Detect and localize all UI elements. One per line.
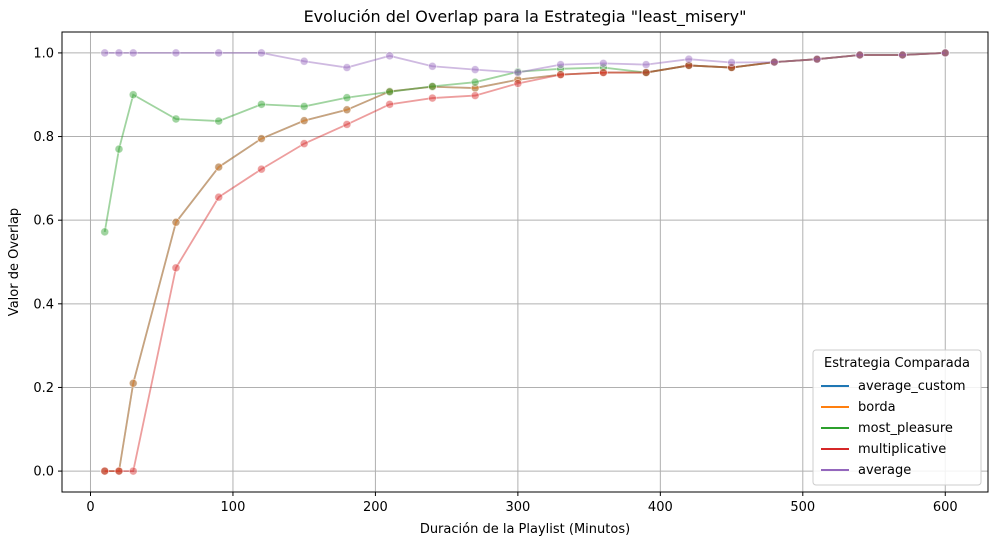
data-point-multiplicative bbox=[214, 192, 224, 202]
series-most_pleasure bbox=[100, 48, 950, 237]
data-point-multiplicative bbox=[470, 91, 480, 100]
data-point-average bbox=[641, 60, 651, 70]
x-tick-label: 300 bbox=[505, 500, 530, 515]
data-point-borda bbox=[257, 134, 266, 144]
data-point-average bbox=[556, 60, 566, 70]
data-point-multiplicative bbox=[556, 70, 566, 80]
data-point-most_pleasure bbox=[470, 77, 480, 87]
data-point-multiplicative bbox=[641, 68, 651, 77]
x-tick-label: 100 bbox=[221, 500, 246, 515]
data-point-multiplicative bbox=[727, 63, 736, 72]
data-point-borda bbox=[299, 116, 309, 126]
data-point-most_pleasure bbox=[257, 99, 266, 109]
legend-label-borda: borda bbox=[858, 400, 896, 415]
data-point-multiplicative bbox=[257, 164, 266, 174]
legend-box bbox=[812, 349, 982, 486]
x-tick-label: 200 bbox=[363, 500, 388, 515]
data-point-average bbox=[342, 63, 352, 72]
data-point-average bbox=[727, 58, 736, 67]
y-tick-label: 0.8 bbox=[33, 130, 54, 145]
data-point-average bbox=[128, 48, 138, 58]
data-point-multiplicative bbox=[684, 61, 694, 70]
data-point-multiplicative bbox=[299, 139, 309, 149]
legend-label-average_custom: average_custom bbox=[858, 379, 966, 394]
data-point-most_pleasure bbox=[114, 144, 124, 154]
y-tick-label: 0.0 bbox=[33, 465, 54, 480]
x-tick-label: 0 bbox=[86, 500, 94, 515]
chart-title: Evolución del Overlap para la Estrategia… bbox=[304, 7, 747, 27]
data-point-average bbox=[114, 48, 124, 58]
y-tick-label: 0.2 bbox=[33, 381, 54, 396]
y-tick-label: 1.0 bbox=[33, 46, 54, 61]
y-tick-label: 0.4 bbox=[33, 297, 54, 312]
data-point-most_pleasure bbox=[214, 116, 224, 126]
data-point-average bbox=[100, 48, 110, 58]
series-line-average_custom bbox=[104, 52, 946, 472]
data-point-most_pleasure bbox=[299, 102, 309, 111]
legend-label-most_pleasure: most_pleasure bbox=[858, 421, 953, 436]
data-point-multiplicative bbox=[342, 120, 352, 129]
series-line-average bbox=[104, 52, 946, 74]
data-point-multiplicative bbox=[598, 68, 608, 77]
data-point-most_pleasure bbox=[128, 90, 138, 100]
legend-label-multiplicative: multiplicative bbox=[858, 442, 946, 457]
data-point-average bbox=[385, 51, 395, 61]
data-point-multiplicative bbox=[513, 79, 523, 88]
data-point-average bbox=[769, 57, 779, 67]
data-point-borda bbox=[128, 378, 138, 388]
data-point-most_pleasure bbox=[342, 93, 352, 103]
data-point-multiplicative bbox=[171, 263, 181, 273]
legend-title: Estrategia Comparada bbox=[824, 356, 970, 371]
data-point-average bbox=[684, 54, 694, 64]
data-point-average bbox=[257, 48, 266, 58]
data-point-average bbox=[598, 58, 608, 68]
x-tick-label: 600 bbox=[933, 500, 958, 515]
data-point-average bbox=[940, 48, 950, 58]
data-point-most_pleasure bbox=[427, 81, 437, 91]
data-point-average bbox=[898, 50, 907, 60]
y-axis-label: Valor de Overlap bbox=[7, 208, 22, 316]
data-point-average bbox=[214, 48, 224, 58]
plot-frame bbox=[61, 31, 989, 493]
data-point-average bbox=[171, 48, 181, 58]
axis-ticks: 0 100 200 300 400 500 600 0.0 0.2 0.4 0.6 0.8 1.0 bbox=[33, 46, 957, 515]
data-point-multiplicative bbox=[114, 466, 124, 476]
data-point-multiplicative bbox=[385, 99, 395, 109]
y-tick-label: 0.6 bbox=[33, 214, 54, 229]
data-point-average bbox=[812, 54, 822, 64]
series-line-most_pleasure bbox=[103, 52, 946, 233]
legend-label-average: average bbox=[858, 463, 911, 478]
data-point-average bbox=[470, 65, 480, 75]
data-point-multiplicative bbox=[100, 466, 110, 476]
data-point-multiplicative bbox=[128, 466, 138, 476]
series-average bbox=[100, 48, 950, 77]
data-point-average bbox=[855, 50, 865, 60]
data-point-multiplicative bbox=[427, 93, 437, 103]
data-point-most_pleasure bbox=[385, 87, 395, 97]
x-axis-label: Duración de la Playlist (Minutos) bbox=[420, 522, 630, 537]
data-point-borda bbox=[171, 217, 181, 227]
data-point-borda bbox=[214, 162, 224, 172]
x-tick-label: 500 bbox=[790, 500, 815, 515]
data-point-borda bbox=[342, 105, 352, 115]
series-layer bbox=[100, 48, 950, 476]
series-line-multiplicative bbox=[104, 52, 946, 472]
x-tick-label: 400 bbox=[648, 500, 673, 515]
series-line-borda bbox=[104, 52, 946, 472]
data-point-average bbox=[427, 61, 437, 71]
data-point-most_pleasure bbox=[171, 114, 181, 124]
data-point-average bbox=[513, 68, 523, 77]
data-point-most_pleasure bbox=[100, 227, 110, 237]
data-point-average bbox=[299, 56, 309, 66]
grid-lines bbox=[62, 32, 988, 492]
